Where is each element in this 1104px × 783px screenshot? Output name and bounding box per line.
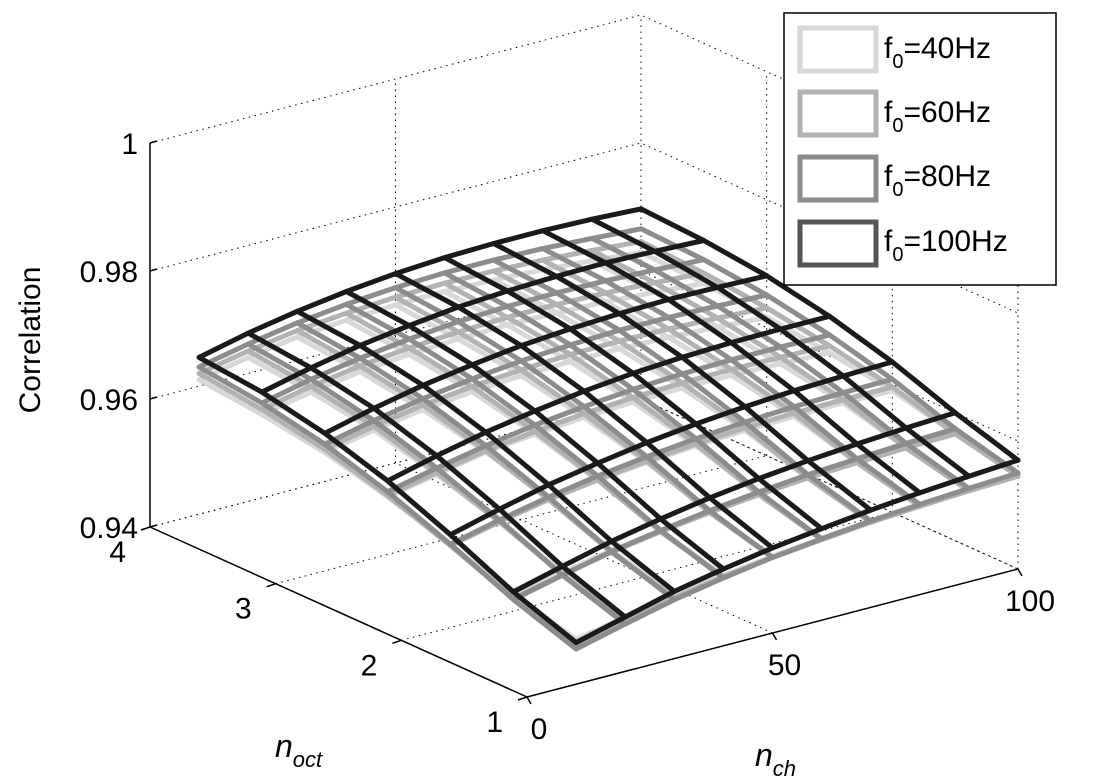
y-axis-label: noct: [275, 728, 323, 772]
surface-3-col-8: [589, 235, 972, 491]
legend-swatch-4: [797, 219, 879, 268]
y-axis-label-main: n: [275, 728, 293, 764]
z-tick-mark-2: [149, 268, 158, 272]
surface-3-col-5: [442, 270, 825, 542]
legend: f0=40Hz f0=60Hz f0=80Hz f0=100Hz: [783, 12, 1057, 286]
grid-line-z-0: [149, 398, 1019, 570]
y-tick-mark-3: [140, 526, 151, 531]
y-tick-label-0: 1: [486, 706, 503, 739]
x-tick-label-1: 50: [768, 649, 801, 682]
y-axis-line: [149, 526, 528, 698]
legend-box: [783, 12, 1057, 286]
surface-4-col-8: [589, 216, 972, 479]
surface-4-col-7: [540, 228, 923, 496]
y-axis-label-sub: oct: [293, 747, 323, 772]
grid-line-floor-y-1: [401, 511, 893, 641]
surface-4-col-9: [638, 206, 1021, 463]
x-axis-label-main: n: [755, 737, 773, 773]
legend-label-3: f0=80Hz: [884, 160, 991, 201]
surface-4-row-6: [196, 206, 644, 360]
z-tick-mark-3: [149, 140, 158, 144]
surface-4-row-0: [573, 457, 1021, 646]
surface-3-row-1: [510, 426, 958, 602]
surface-2-row-6: [196, 239, 644, 376]
legend-swatch-1: [797, 25, 879, 74]
x-tick-mark-0: [526, 696, 532, 705]
surface-4-col-6: [491, 241, 874, 513]
z-tick-label-0: 0.94: [80, 512, 138, 545]
surface-3-row-0: [573, 470, 1021, 652]
x-tick-label-0: 0: [531, 713, 548, 746]
surface-3-col-2: [294, 320, 677, 603]
y-tick-label-3: 4: [109, 536, 126, 569]
legend-entry-4: f0=100Hz: [797, 219, 1008, 268]
surfaces: [196, 206, 1021, 652]
surface-4-col-1: [245, 330, 628, 620]
grid-line-floor-y-2: [275, 455, 767, 585]
y-tick-label-1: 2: [361, 649, 378, 682]
grid-line-z-1: [149, 270, 1019, 442]
legend-label-1: f0=40Hz: [884, 32, 991, 73]
surface-4-col-0: [196, 354, 579, 646]
surface-4-row-2: [447, 359, 895, 538]
z-tick-mark-0: [149, 524, 158, 528]
surface-3-col-3: [343, 301, 726, 581]
legend-entry-3: f0=80Hz: [797, 154, 991, 203]
surface-4: [196, 206, 1021, 646]
surface-3-row-4: [322, 292, 770, 447]
surface-4-row-1: [510, 410, 958, 595]
tick-labels: 0 50 100 1 2 3 40.94 0.96 0.98 1: [80, 128, 1055, 746]
legend-label-4: f0=100Hz: [884, 225, 1008, 266]
legend-label-2: f0=60Hz: [884, 96, 991, 137]
z-tick-label-2: 0.98: [80, 256, 138, 289]
surface-3-row-3: [385, 332, 832, 495]
x-tick-label-2: 100: [1005, 585, 1055, 618]
z-tick-label-1: 0.96: [80, 384, 138, 417]
x-tick-mark-1: [771, 632, 778, 641]
surface-3-col-9: [638, 226, 1021, 476]
y-tick-mark-2: [266, 582, 276, 588]
legend-swatch-2: [797, 89, 879, 138]
x-axis-label: nch: [755, 737, 796, 781]
surface-3-row-2: [447, 376, 895, 547]
x-tick-mark-2: [1017, 568, 1023, 577]
surface-3-col-0: [196, 364, 579, 652]
z-tick-label-3: 1: [121, 128, 138, 161]
surface-3-col-1: [245, 341, 628, 627]
z-tick-mark-1: [149, 396, 158, 400]
surface-3-col-7: [540, 246, 923, 507]
legend-entry-1: f0=40Hz: [797, 25, 991, 74]
surface-2-col-6: [491, 268, 874, 525]
surface-2-col-9: [638, 239, 1021, 479]
surface-4-row-4: [322, 273, 770, 436]
y-tick-label-2: 3: [235, 593, 252, 626]
legend-entry-2: f0=60Hz: [797, 89, 991, 138]
surface-2-col-7: [540, 257, 923, 509]
surface-4-col-3: [343, 289, 726, 572]
surface-4-row-3: [385, 313, 832, 484]
z-axis-label: Correlation: [14, 267, 47, 414]
axes: [140, 140, 1023, 705]
surface-3-col-4: [393, 285, 775, 560]
surface-3-col-6: [491, 257, 874, 524]
x-axis-label-sub: ch: [773, 756, 796, 781]
surface-4-row-5: [259, 238, 707, 395]
surface-2-col-8: [589, 248, 972, 494]
legend-swatch-3: [797, 154, 879, 203]
surface-2: [196, 239, 1021, 649]
grid-line-z-2: [149, 142, 1019, 314]
grid-line-z-3: [149, 14, 1019, 186]
y-tick-mark-0: [517, 696, 528, 701]
y-tick-mark-1: [392, 639, 402, 645]
surface-4-col-5: [442, 255, 825, 532]
surface-4-col-2: [294, 308, 677, 594]
surface-4-col-4: [393, 271, 775, 551]
